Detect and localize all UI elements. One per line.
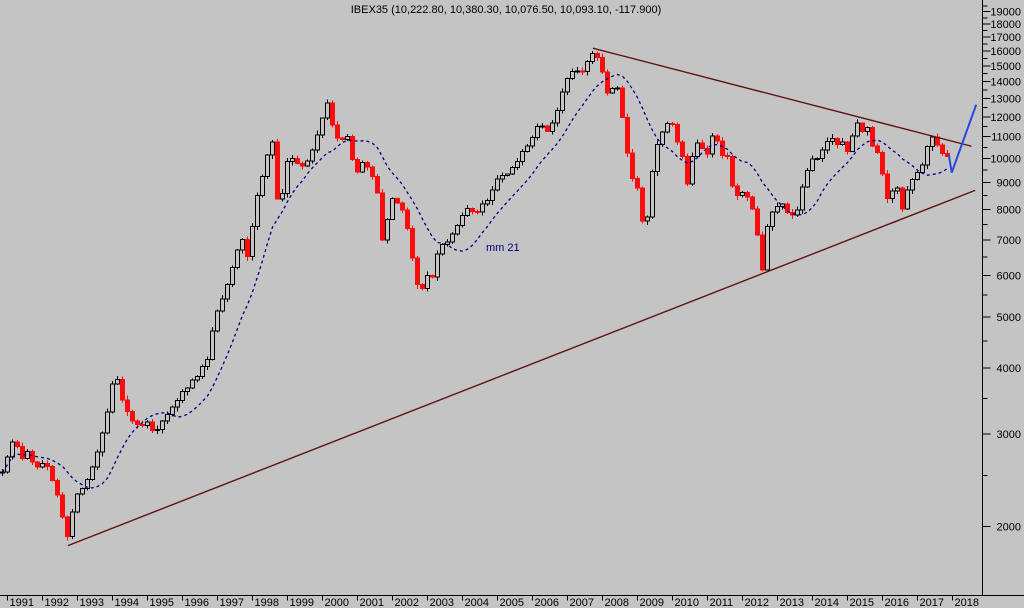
lower-trendline: [67, 189, 976, 547]
projection-arrow: [947, 104, 978, 173]
svg-text:2017: 2017: [920, 597, 944, 608]
svg-text:2004: 2004: [465, 597, 489, 608]
svg-text:14000: 14000: [990, 77, 1021, 89]
y-axis: 2000 3000 4000 5000 6000 7000 8000 9000 10000 110…: [982, 5, 1021, 534]
svg-text:7000: 7000: [997, 235, 1021, 247]
svg-text:2009: 2009: [640, 597, 664, 608]
svg-text:2015: 2015: [850, 597, 874, 608]
svg-text:13000: 13000: [990, 93, 1021, 105]
svg-text:2018: 2018: [955, 597, 979, 608]
svg-text:2006: 2006: [535, 597, 559, 608]
ma-line: [1, 73, 948, 489]
svg-text:2014: 2014: [815, 597, 839, 608]
upper-trendline: [592, 47, 972, 147]
svg-text:2000: 2000: [997, 522, 1021, 534]
svg-text:2003: 2003: [430, 597, 454, 608]
svg-text:2007: 2007: [570, 597, 594, 608]
svg-text:2002: 2002: [395, 597, 419, 608]
svg-text:1998: 1998: [255, 597, 279, 608]
svg-text:2016: 2016: [885, 597, 909, 608]
svg-text:15000: 15000: [990, 61, 1021, 73]
ma-label: mm 21: [486, 242, 520, 254]
svg-text:6000: 6000: [997, 270, 1021, 282]
svg-text:1997: 1997: [220, 597, 244, 608]
svg-text:19000: 19000: [990, 7, 1021, 19]
svg-text:5000: 5000: [997, 312, 1021, 324]
svg-text:12000: 12000: [990, 112, 1021, 124]
svg-text:1994: 1994: [115, 597, 139, 608]
svg-text:2008: 2008: [605, 597, 629, 608]
svg-text:9000: 9000: [997, 178, 1021, 190]
svg-text:1993: 1993: [80, 597, 104, 608]
svg-text:2013: 2013: [780, 597, 804, 608]
svg-text:4000: 4000: [997, 363, 1021, 375]
svg-text:2000: 2000: [325, 597, 349, 608]
svg-text:1995: 1995: [150, 597, 174, 608]
svg-text:11000: 11000: [991, 132, 1021, 144]
svg-text:2011: 2011: [710, 597, 734, 608]
chart-title: IBEX35 (10,222.80, 10,380.30, 10,076.50,…: [350, 4, 662, 16]
svg-text:18000: 18000: [990, 19, 1021, 31]
svg-text:10000: 10000: [990, 153, 1021, 165]
svg-text:1996: 1996: [185, 597, 209, 608]
svg-text:2010: 2010: [675, 597, 699, 608]
svg-text:8000: 8000: [997, 205, 1021, 217]
svg-text:1991: 1991: [10, 597, 34, 608]
svg-text:17000: 17000: [990, 32, 1021, 44]
candles-layer: [0, 51, 950, 541]
svg-text:3000: 3000: [997, 429, 1021, 441]
svg-text:2012: 2012: [745, 597, 769, 608]
svg-text:2005: 2005: [500, 597, 524, 608]
x-axis: 1991 1992 1993 1994 1995 1996 1997 1998 1999 2000…: [7, 595, 979, 608]
svg-text:16000: 16000: [990, 46, 1021, 58]
svg-text:2001: 2001: [360, 597, 384, 608]
svg-text:1999: 1999: [290, 597, 314, 608]
svg-text:1992: 1992: [45, 597, 69, 608]
